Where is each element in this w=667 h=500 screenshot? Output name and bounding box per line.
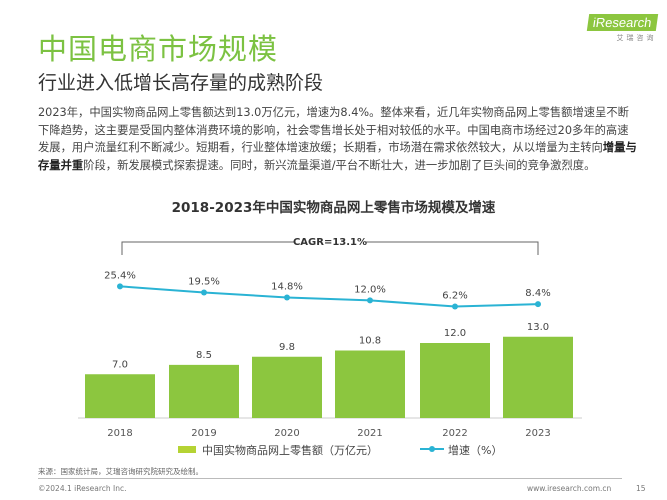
chart-title: 2018-2023年中国实物商品网上零售市场规模及增速 — [171, 200, 496, 216]
bar — [85, 374, 155, 418]
bar-label: 7.0 — [112, 359, 128, 370]
summary-paragraph: 2023年，中国实物商品网上零售额达到13.0万亿元，增速为8.4%。整体来看，… — [38, 104, 638, 174]
growth-point — [367, 297, 373, 304]
logo-subtext: 艾瑞咨询 — [616, 34, 657, 42]
bar — [252, 356, 322, 418]
growth-label: 25.4% — [104, 270, 136, 281]
growth-label: 6.2% — [442, 290, 467, 301]
growth-label: 8.4% — [525, 288, 550, 299]
growth-point — [117, 283, 123, 290]
para-text: 2023年，中国实物商品网上零售额达到13.0万亿元，增速为8.4%。整体来看，… — [38, 106, 629, 154]
growth-point — [284, 294, 290, 301]
x-tick-label: 2022 — [442, 428, 467, 439]
x-tick-label: 2023 — [525, 428, 550, 439]
growth-line — [119, 285, 539, 308]
cagr-label-bg — [295, 235, 365, 249]
website: www.iresearch.com.cn — [527, 484, 612, 493]
iresearch-logo: iResearch 艾瑞咨询 — [586, 14, 658, 43]
growth-point — [201, 289, 207, 296]
growth-label: 14.8% — [271, 281, 303, 292]
cagr-label: CAGR=13.1% — [293, 237, 367, 248]
growth-point — [535, 301, 541, 308]
bar-label: 12.0 — [444, 328, 466, 339]
copyright: ©2024.1 iResearch Inc. — [38, 484, 127, 493]
legend-line-label: 增速（%） — [448, 444, 503, 457]
x-tick-label: 2020 — [274, 428, 299, 439]
bar-label: 13.0 — [527, 322, 549, 333]
x-tick-label: 2021 — [357, 428, 382, 439]
bar — [335, 350, 405, 418]
footer-divider — [38, 478, 622, 479]
para-text-end: 阶段，新发展模式探索提速。同时，新兴流量渠道/平台不断壮大，进一步加剧了巨头间的… — [83, 158, 596, 172]
growth-label: 12.0% — [354, 284, 386, 295]
source-note: 来源：国家统计局，艾瑞咨询研究院研究及绘制。 — [38, 467, 203, 476]
page-title: 中国电商市场规模 — [38, 32, 279, 66]
legend-bar-label: 中国实物商品网上零售额（万亿元） — [202, 444, 378, 457]
page-number: 15 — [636, 484, 646, 493]
para-bold: 增量与存量并重 — [38, 141, 637, 172]
bar — [420, 343, 490, 418]
bar-label: 9.8 — [279, 342, 295, 353]
legend-bar-swatch — [178, 446, 196, 453]
legend-line-swatch — [420, 446, 444, 452]
x-tick-label: 2019 — [191, 428, 216, 439]
x-tick-label: 2018 — [107, 428, 132, 439]
bar-label: 8.5 — [196, 350, 212, 361]
growth-point — [452, 303, 458, 310]
bar — [169, 364, 239, 418]
growth-label: 19.5% — [188, 277, 220, 288]
bar-label: 10.8 — [359, 336, 381, 347]
page-subtitle: 行业进入低增长高存量的成熟阶段 — [38, 72, 324, 94]
bar — [503, 336, 573, 418]
